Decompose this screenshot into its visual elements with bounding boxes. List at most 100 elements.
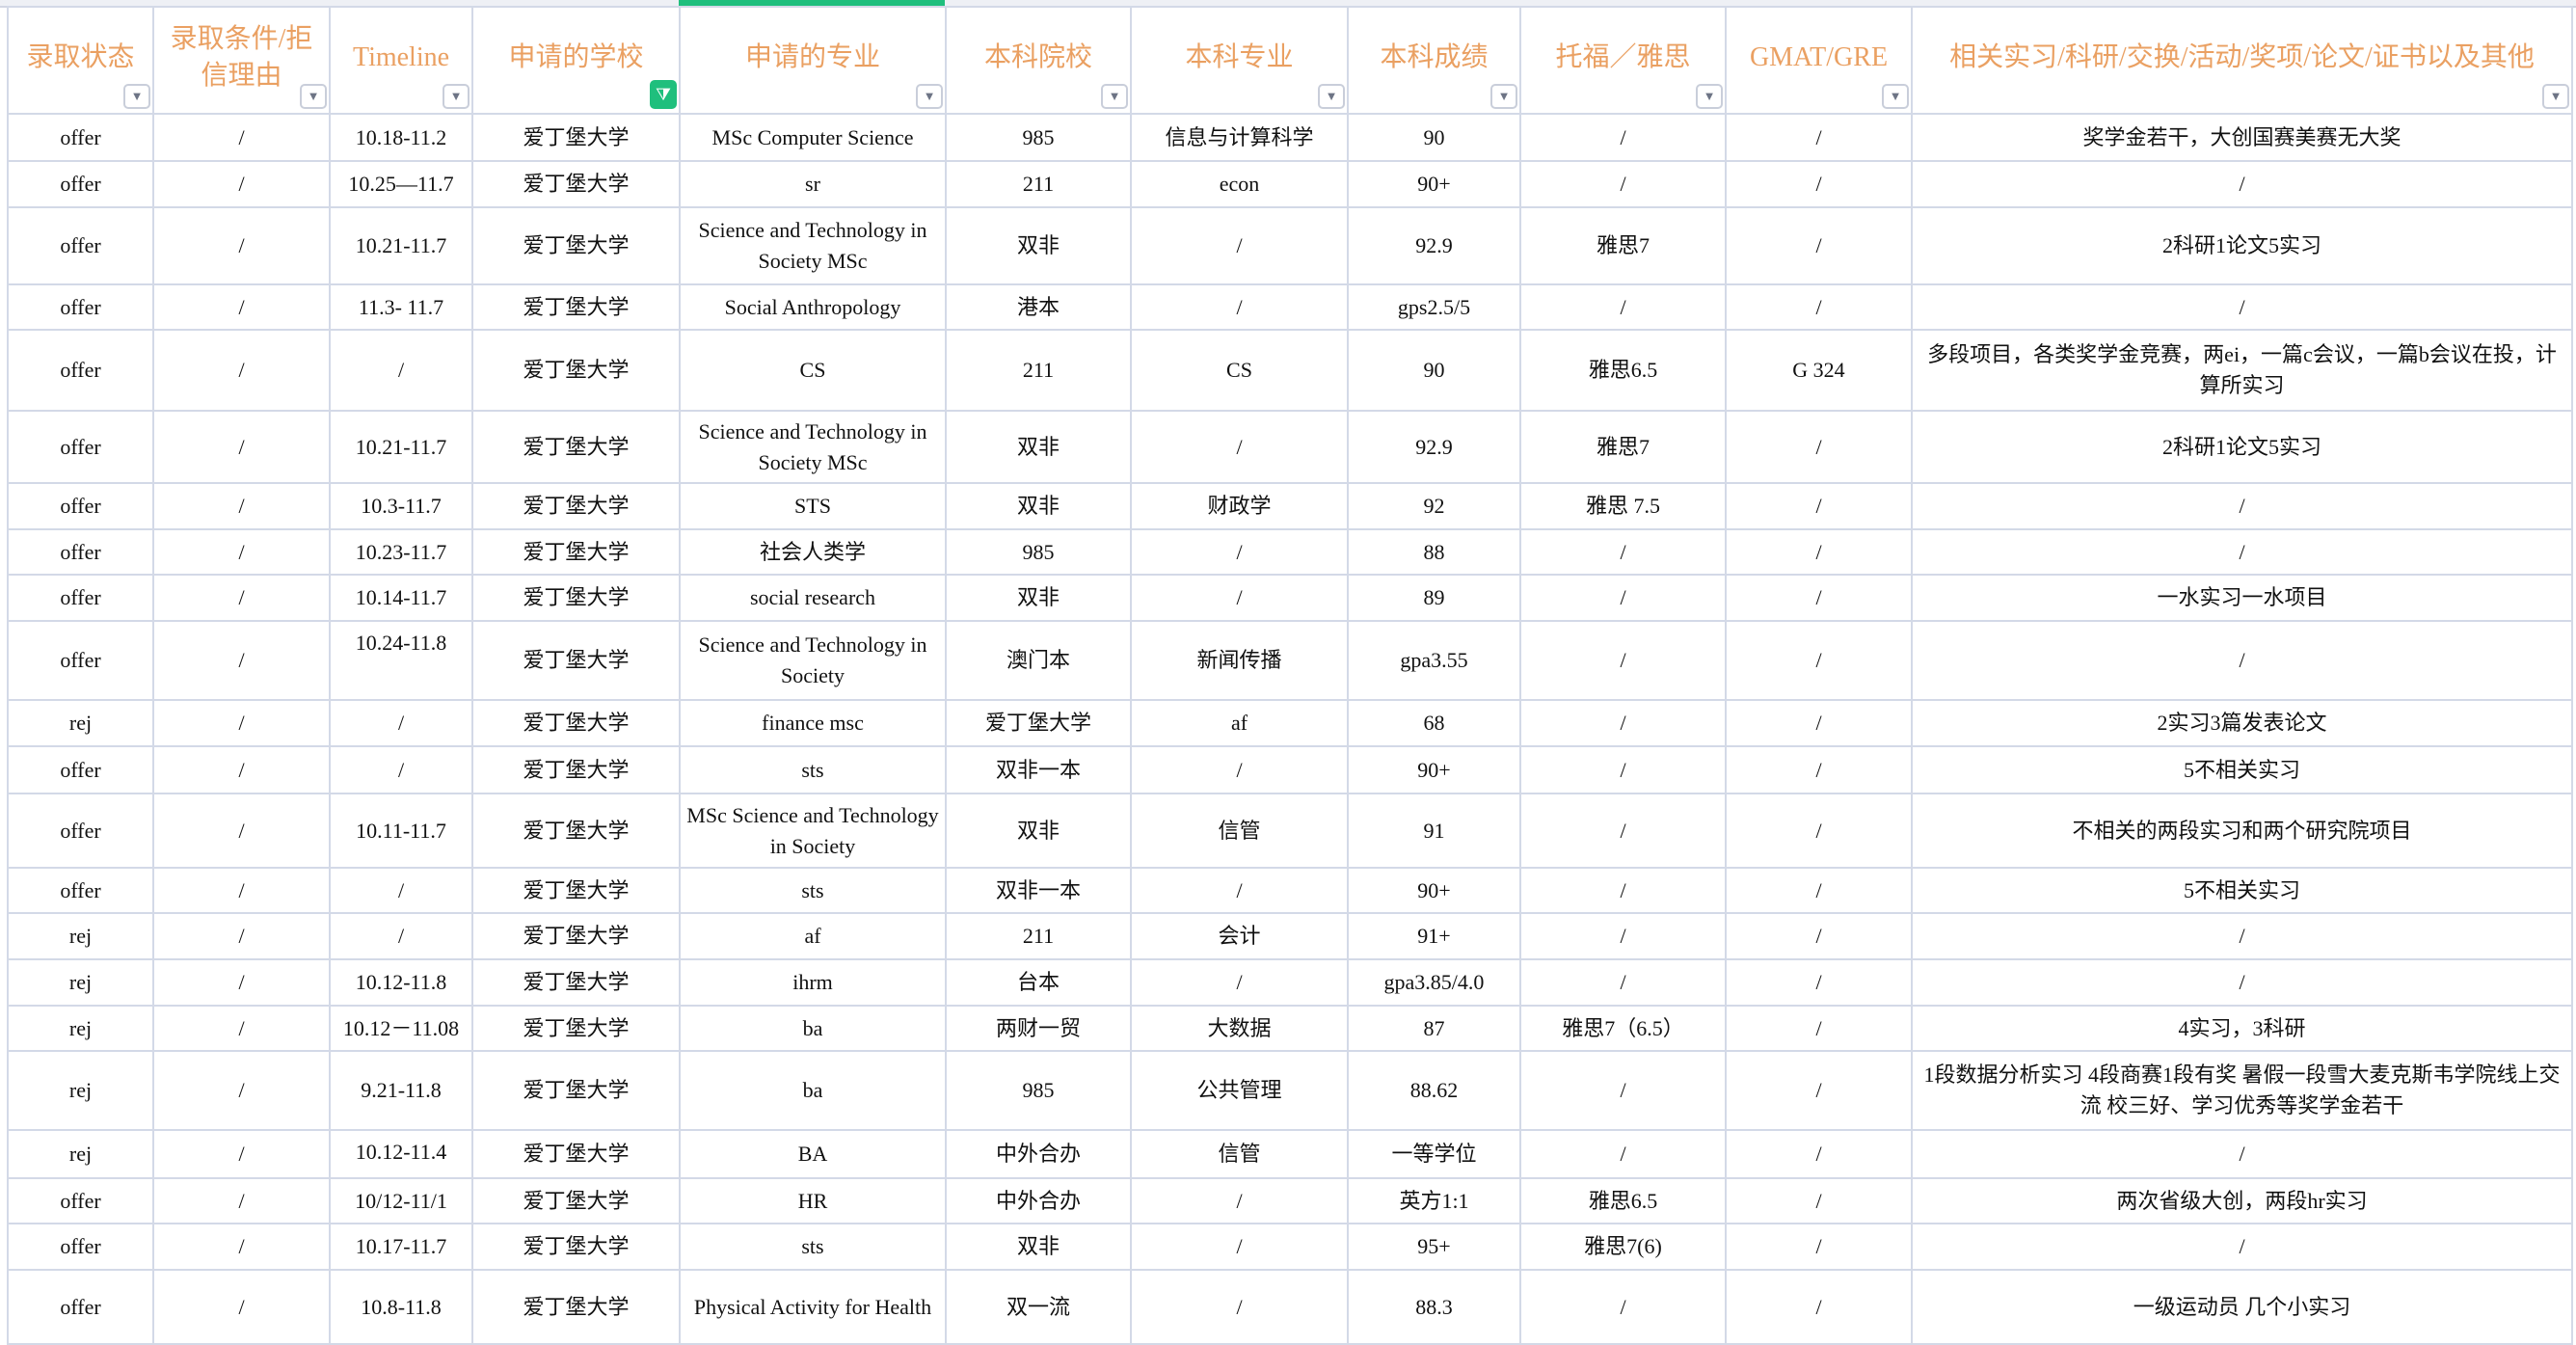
cell-timeline[interactable]: 10.21-11.7 [329, 410, 473, 484]
cell-program[interactable]: CS [679, 329, 947, 412]
cell-gpa[interactable]: 88.3 [1347, 1269, 1521, 1345]
cell-gmat-gre[interactable]: / [1725, 793, 1913, 869]
cell-toefl-ielts[interactable]: / [1519, 1269, 1727, 1345]
cell-condition[interactable]: / [152, 1005, 331, 1052]
cell-undergrad-major[interactable]: / [1130, 1223, 1349, 1271]
cell-program[interactable]: Science and Technology in Society MSc [679, 410, 947, 484]
cell-program[interactable]: sts [679, 1223, 947, 1271]
cell-condition[interactable]: / [152, 745, 331, 794]
cell-program[interactable]: Social Anthropology [679, 283, 947, 331]
cell-undergrad-school[interactable]: 澳门本 [945, 620, 1132, 701]
cell-status[interactable]: rej [7, 958, 154, 1007]
cell-program[interactable]: sts [679, 867, 947, 914]
cell-timeline[interactable]: / [329, 329, 473, 412]
cell-status[interactable]: offer [7, 1177, 154, 1224]
cell-toefl-ielts[interactable]: 雅思 7.5 [1519, 482, 1727, 530]
cell-undergrad-major[interactable]: / [1130, 574, 1349, 622]
cell-condition[interactable]: / [152, 958, 331, 1007]
cell-undergrad-school[interactable]: 两财一贸 [945, 1005, 1132, 1052]
cell-condition[interactable]: / [152, 620, 331, 701]
cell-undergrad-school[interactable]: 双非一本 [945, 745, 1132, 794]
cell-school[interactable]: 爱丁堡大学 [471, 206, 681, 285]
cell-gpa[interactable]: gpa3.85/4.0 [1347, 958, 1521, 1007]
cell-timeline[interactable]: 10.14-11.7 [329, 574, 473, 622]
cell-condition[interactable]: / [152, 206, 331, 285]
cell-undergrad-school[interactable]: 双非 [945, 206, 1132, 285]
cell-toefl-ielts[interactable]: / [1519, 1050, 1727, 1131]
cell-undergrad-school[interactable]: 双非 [945, 793, 1132, 869]
cell-gpa[interactable]: 91 [1347, 793, 1521, 869]
cell-experience[interactable]: 一水实习一水项目 [1911, 574, 2573, 622]
cell-timeline[interactable]: 10.21-11.7 [329, 206, 473, 285]
cell-gpa[interactable]: 89 [1347, 574, 1521, 622]
cell-undergrad-school[interactable]: 双非 [945, 482, 1132, 530]
cell-experience[interactable]: 2科研1论文5实习 [1911, 206, 2573, 285]
column-header-school[interactable]: 申请的学校 ⧩ [471, 6, 681, 115]
cell-experience[interactable]: 5不相关实习 [1911, 745, 2573, 794]
cell-gpa[interactable]: gpa3.55 [1347, 620, 1521, 701]
filter-button-undergrad-school[interactable]: ▼ [1101, 84, 1128, 109]
cell-status[interactable]: rej [7, 1050, 154, 1131]
cell-timeline[interactable]: 10.24-11.8 [329, 620, 473, 701]
cell-gpa[interactable]: 90+ [1347, 160, 1521, 208]
cell-status[interactable]: offer [7, 410, 154, 484]
cell-gpa[interactable]: 一等学位 [1347, 1129, 1521, 1179]
cell-school[interactable]: 爱丁堡大学 [471, 1269, 681, 1345]
filter-button-condition[interactable]: ▼ [300, 84, 327, 109]
cell-condition[interactable]: / [152, 867, 331, 914]
cell-status[interactable]: rej [7, 912, 154, 960]
cell-undergrad-school[interactable]: 中外合办 [945, 1177, 1132, 1224]
cell-undergrad-school[interactable]: 港本 [945, 283, 1132, 331]
cell-toefl-ielts[interactable]: / [1519, 867, 1727, 914]
cell-toefl-ielts[interactable]: 雅思7（6.5） [1519, 1005, 1727, 1052]
cell-school[interactable]: 爱丁堡大学 [471, 113, 681, 162]
cell-gpa[interactable]: 92.9 [1347, 206, 1521, 285]
cell-program[interactable]: BA [679, 1129, 947, 1179]
cell-toefl-ielts[interactable]: 雅思7 [1519, 206, 1727, 285]
cell-toefl-ielts[interactable]: / [1519, 620, 1727, 701]
cell-toefl-ielts[interactable]: / [1519, 699, 1727, 747]
cell-timeline[interactable]: 10.12-11.8 [329, 958, 473, 1007]
cell-experience[interactable]: 5不相关实习 [1911, 867, 2573, 914]
cell-timeline[interactable]: 10/12-11/1 [329, 1177, 473, 1224]
cell-timeline[interactable]: 10.25—11.7 [329, 160, 473, 208]
cell-gpa[interactable]: 95+ [1347, 1223, 1521, 1271]
cell-undergrad-major[interactable]: CS [1130, 329, 1349, 412]
cell-undergrad-major[interactable]: econ [1130, 160, 1349, 208]
cell-condition[interactable]: / [152, 912, 331, 960]
cell-gmat-gre[interactable]: / [1725, 912, 1913, 960]
cell-undergrad-major[interactable]: / [1130, 745, 1349, 794]
cell-toefl-ielts[interactable]: 雅思6.5 [1519, 1177, 1727, 1224]
cell-gmat-gre[interactable]: / [1725, 283, 1913, 331]
cell-toefl-ielts[interactable]: / [1519, 793, 1727, 869]
cell-school[interactable]: 爱丁堡大学 [471, 283, 681, 331]
cell-gpa[interactable]: 92.9 [1347, 410, 1521, 484]
cell-program[interactable]: 社会人类学 [679, 528, 947, 576]
cell-status[interactable]: offer [7, 482, 154, 530]
cell-school[interactable]: 爱丁堡大学 [471, 482, 681, 530]
cell-status[interactable]: offer [7, 1269, 154, 1345]
cell-gmat-gre[interactable]: / [1725, 1050, 1913, 1131]
cell-undergrad-major[interactable]: 信管 [1130, 793, 1349, 869]
cell-toefl-ielts[interactable]: / [1519, 745, 1727, 794]
cell-gpa[interactable]: 91+ [1347, 912, 1521, 960]
cell-undergrad-major[interactable]: 信息与计算科学 [1130, 113, 1349, 162]
cell-undergrad-major[interactable]: / [1130, 283, 1349, 331]
filter-button-school[interactable]: ⧩ [650, 80, 677, 109]
cell-condition[interactable]: / [152, 574, 331, 622]
cell-program[interactable]: ba [679, 1005, 947, 1052]
cell-school[interactable]: 爱丁堡大学 [471, 160, 681, 208]
cell-experience[interactable]: 2科研1论文5实习 [1911, 410, 2573, 484]
cell-gpa[interactable]: 68 [1347, 699, 1521, 747]
cell-timeline[interactable]: 9.21-11.8 [329, 1050, 473, 1131]
cell-undergrad-major[interactable]: / [1130, 1269, 1349, 1345]
cell-gpa[interactable]: 88.62 [1347, 1050, 1521, 1131]
cell-program[interactable]: finance msc [679, 699, 947, 747]
cell-status[interactable]: offer [7, 113, 154, 162]
cell-program[interactable]: ihrm [679, 958, 947, 1007]
cell-gmat-gre[interactable]: / [1725, 1129, 1913, 1179]
cell-program[interactable]: social research [679, 574, 947, 622]
cell-program[interactable]: Science and Technology in Society [679, 620, 947, 701]
cell-condition[interactable]: / [152, 113, 331, 162]
cell-program[interactable]: ba [679, 1050, 947, 1131]
